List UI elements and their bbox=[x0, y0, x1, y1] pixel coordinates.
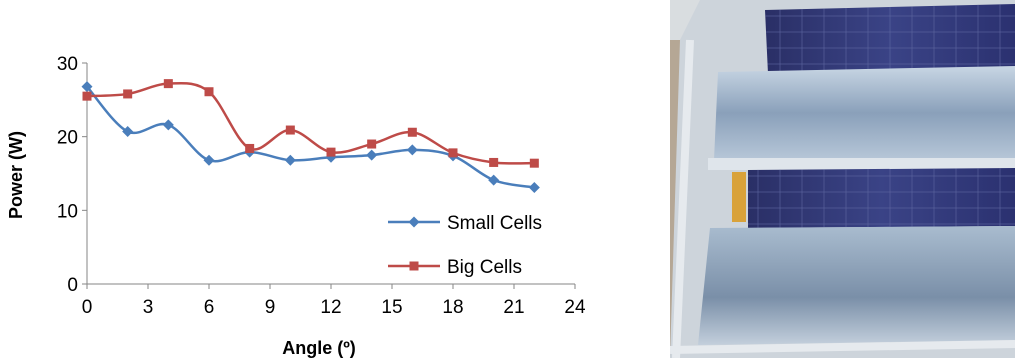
frame-edge-bottom bbox=[670, 340, 1015, 354]
legend-label: Small Cells bbox=[447, 213, 542, 234]
x-tick-label: 9 bbox=[265, 297, 276, 318]
legend-item-small-cells: Small Cells bbox=[388, 213, 542, 234]
small-cells-point bbox=[203, 154, 215, 166]
small-cells-point bbox=[122, 126, 134, 138]
big-cells-point bbox=[204, 87, 214, 97]
small-cells-point bbox=[284, 154, 296, 166]
big-cells-point bbox=[326, 147, 336, 157]
x-tick-label: 6 bbox=[204, 297, 215, 318]
x-tick-label: 21 bbox=[503, 297, 524, 318]
big-cells-point bbox=[285, 125, 295, 135]
big-cells-point bbox=[529, 158, 539, 168]
series-small-cells bbox=[81, 81, 540, 193]
small-cells-point bbox=[162, 119, 174, 131]
lower-mirror bbox=[698, 226, 1015, 345]
legend-swatch-marker bbox=[408, 216, 420, 228]
small-cells-point bbox=[406, 144, 418, 156]
y-tick-label: 30 bbox=[57, 54, 78, 75]
y-tick-label: 10 bbox=[57, 201, 78, 222]
x-tick-label: 18 bbox=[442, 297, 463, 318]
legend: Small Cells Big Cells bbox=[388, 213, 542, 278]
lower-cell-grid bbox=[748, 168, 1015, 228]
y-tick-label: 20 bbox=[57, 128, 78, 149]
frame-edge-left bbox=[672, 39, 694, 358]
top-cell-grid bbox=[765, 4, 1015, 74]
small-cells-point bbox=[488, 174, 500, 186]
x-tick-label: 24 bbox=[564, 297, 586, 318]
big-cells-point bbox=[407, 127, 417, 137]
big-cells-point bbox=[448, 148, 458, 158]
x-tick-label: 0 bbox=[82, 297, 93, 318]
legend-item-big-cells: Big Cells bbox=[388, 257, 522, 278]
x-tick-label: 3 bbox=[143, 297, 154, 318]
small-cells-point bbox=[81, 81, 93, 93]
x-tick-label: 12 bbox=[320, 297, 341, 318]
small-cells-line bbox=[86, 85, 535, 189]
y-axis-title: Power (W) bbox=[6, 131, 26, 219]
x-axis: 0 3 6 9 12 15 18 21 24 bbox=[82, 283, 586, 318]
middle-rail bbox=[708, 158, 1015, 170]
big-cells-point bbox=[123, 89, 133, 99]
big-cells-point bbox=[489, 157, 499, 167]
big-cells-point bbox=[245, 143, 255, 153]
big-cells-point bbox=[163, 79, 173, 89]
x-tick-label: 15 bbox=[381, 297, 402, 318]
legend-swatch-marker bbox=[409, 261, 419, 271]
contact-strip bbox=[732, 172, 746, 222]
y-axis: 0 10 20 30 bbox=[57, 54, 88, 296]
big-cells-point bbox=[367, 139, 377, 149]
big-cells-point bbox=[82, 91, 92, 101]
series-big-cells bbox=[82, 79, 539, 168]
upper-mirror bbox=[714, 66, 1015, 160]
power-vs-angle-chart: 0 10 20 30 0 3 6 9 12 15 18 21 24 Angle (º) Power (… bbox=[6, 54, 586, 358]
x-axis-title: Angle (º) bbox=[282, 338, 356, 358]
legend-label: Big Cells bbox=[447, 257, 522, 278]
big-cells-line bbox=[86, 81, 535, 165]
series-layer bbox=[81, 79, 540, 193]
solar-panel-photo bbox=[670, 0, 1015, 358]
small-cells-point bbox=[528, 181, 540, 193]
small-cells-point bbox=[366, 149, 378, 161]
y-tick-label: 0 bbox=[67, 275, 78, 296]
